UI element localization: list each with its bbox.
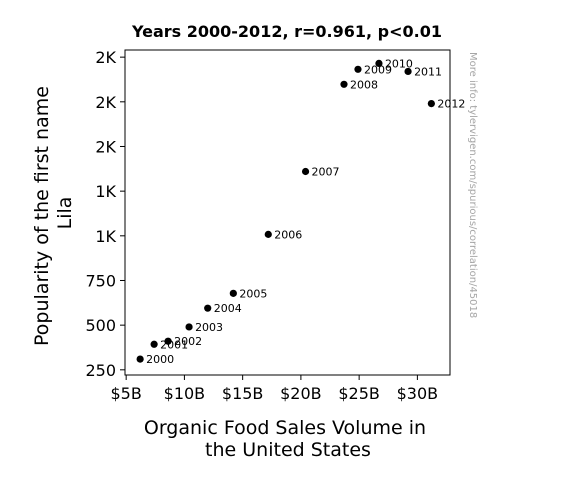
data-point-2008 — [340, 80, 348, 88]
y-tick-label: 500 — [85, 316, 116, 335]
point-label-2002: 2002 — [174, 335, 202, 348]
y-tick-label: 250 — [85, 361, 116, 380]
data-point-2001 — [150, 340, 158, 348]
point-label-2006: 2006 — [274, 228, 302, 241]
y-tick-label: 2K — [95, 48, 116, 67]
x-tick-label: $25B — [338, 384, 380, 403]
data-point-2009 — [354, 65, 362, 73]
x-tick-label: $5B — [110, 384, 141, 403]
y-tick-label: 2K — [95, 137, 116, 156]
y-tick-label: 1K — [95, 182, 116, 201]
data-point-2003 — [185, 323, 193, 331]
point-label-2011: 2011 — [414, 65, 442, 78]
point-label-2010: 2010 — [385, 57, 413, 70]
point-label-2000: 2000 — [146, 353, 174, 366]
y-tick-label: 2K — [95, 93, 116, 112]
x-tick-label: $30B — [397, 384, 439, 403]
point-label-2003: 2003 — [195, 321, 223, 334]
x-tick-label: $20B — [280, 384, 322, 403]
data-point-2004 — [204, 304, 212, 312]
x-axis-label: Organic Food Sales Volume in the United … — [144, 417, 432, 461]
data-point-2011 — [404, 67, 412, 76]
data-point-2006 — [264, 230, 272, 238]
data-point-2010 — [375, 59, 383, 68]
y-tick-label: 750 — [85, 271, 116, 290]
point-label-2009: 2009 — [364, 63, 392, 76]
source-watermark: More info: tylervigen.com/spurious/corre… — [467, 52, 478, 318]
axis-ticks: $5B $10B $15B $20B $25B $30B 250 500 750 1K 1K 2K 2K… — [85, 48, 438, 403]
point-label-2005: 2005 — [239, 287, 267, 300]
y-axis-label-line-2: Lila — [54, 197, 76, 230]
data-point-2005 — [229, 289, 237, 297]
point-label-2004: 2004 — [214, 302, 242, 315]
point-label-2007: 2007 — [312, 165, 340, 178]
y-axis-label: Popularity of the first name Lila — [31, 80, 76, 346]
point-label-2008: 2008 — [350, 78, 378, 91]
data-point-2012 — [427, 100, 435, 108]
x-tick-label: $15B — [222, 384, 264, 403]
data-point-2007 — [301, 167, 310, 176]
y-axis-label-line-1: Popularity of the first name — [31, 86, 53, 346]
data-points: 2000200120022003200420052006200720082009… — [136, 57, 465, 366]
x-axis-label-line-2: the United States — [205, 439, 371, 461]
y-tick-label: 1K — [95, 227, 116, 246]
data-point-2000 — [136, 355, 144, 363]
chart-title: Years 2000-2012, r=0.961, p<0.01 — [131, 22, 442, 41]
x-tick-label: $10B — [164, 384, 206, 403]
x-axis-label-line-1: Organic Food Sales Volume in — [144, 417, 426, 439]
plot-frame — [124, 49, 451, 376]
point-label-2012: 2012 — [437, 98, 465, 111]
data-point-2002 — [164, 337, 172, 345]
